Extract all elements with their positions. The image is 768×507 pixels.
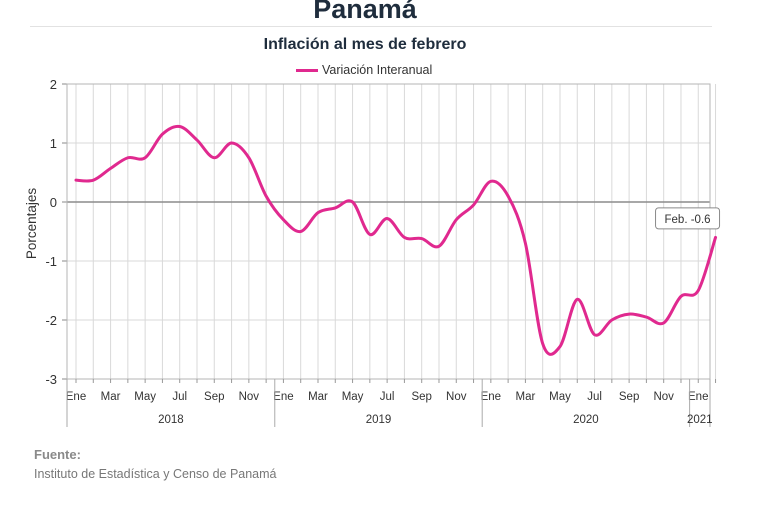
x-tick-label: Sep bbox=[411, 391, 431, 403]
legend-label: Variación Interanual bbox=[322, 63, 433, 77]
series-line bbox=[74, 124, 718, 356]
annotation-box bbox=[655, 207, 721, 230]
x-tick-label: Nov bbox=[446, 391, 467, 403]
title-divider bbox=[30, 26, 712, 27]
x-tick-label: Nov bbox=[653, 391, 674, 403]
x-tick-label: May bbox=[134, 391, 156, 403]
y-axis-title: Porcentajes bbox=[24, 188, 39, 260]
legend-swatch bbox=[296, 68, 318, 72]
y-tick-label: 1 bbox=[50, 136, 57, 151]
y-tick-label: -1 bbox=[45, 254, 57, 269]
x-tick-label: Jul bbox=[172, 391, 187, 403]
source-text: Instituto de Estadística y Censo de Pana… bbox=[34, 467, 277, 481]
x-tick-label: Mar bbox=[101, 391, 121, 403]
year-label: 2018 bbox=[158, 414, 184, 426]
x-tick-label: Ene bbox=[481, 391, 501, 403]
annotation-label: Feb. -0.6 bbox=[665, 214, 711, 226]
x-tick-label: Ene bbox=[273, 391, 293, 403]
x-tick-label: May bbox=[549, 391, 571, 403]
y-tick-label: 0 bbox=[50, 195, 57, 210]
x-tick-label: Mar bbox=[516, 391, 536, 403]
x-tick-label: Jul bbox=[380, 391, 395, 403]
chart-title: Panamá bbox=[313, 0, 417, 24]
year-label: 2019 bbox=[366, 414, 392, 426]
x-tick-label: Ene bbox=[66, 391, 86, 403]
y-tick-label: 2 bbox=[50, 77, 57, 92]
x-tick-label: Nov bbox=[239, 391, 260, 403]
y-tick-label: -3 bbox=[45, 372, 57, 387]
y-tick-label: -2 bbox=[45, 313, 57, 328]
x-tick-label: Jul bbox=[587, 391, 602, 403]
x-tick-label: Sep bbox=[204, 391, 224, 403]
x-tick-label: Sep bbox=[619, 391, 639, 403]
x-tick-label: Mar bbox=[308, 391, 328, 403]
source-label: Fuente: bbox=[34, 447, 81, 462]
year-label: 2020 bbox=[573, 414, 599, 426]
year-label: 2021 bbox=[687, 414, 713, 426]
x-tick-label: Ene bbox=[688, 391, 708, 403]
plot-frame bbox=[66, 83, 711, 380]
x-tick-label: May bbox=[342, 391, 364, 403]
chart-subtitle: Inflación al mes de febrero bbox=[263, 36, 467, 53]
chart-legend[interactable]: Variación Interanual bbox=[296, 63, 432, 77]
